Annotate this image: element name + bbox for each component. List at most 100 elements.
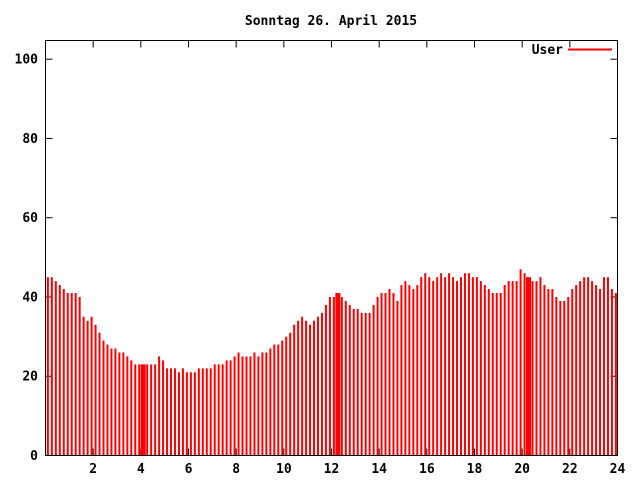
bar [114, 348, 117, 455]
bar [424, 273, 427, 455]
x-tick-label: 10 [276, 462, 292, 477]
bar [289, 332, 292, 455]
bar [526, 277, 532, 455]
bar [559, 300, 562, 455]
bar [205, 368, 208, 455]
bar [515, 281, 518, 455]
y-tick-label: 40 [22, 290, 38, 305]
bar [475, 277, 478, 455]
bar [467, 273, 470, 455]
bar [610, 289, 613, 455]
bar [487, 289, 490, 455]
bar [82, 316, 85, 455]
bar [245, 356, 248, 455]
bar [46, 277, 49, 455]
bar [62, 289, 65, 455]
bar [503, 285, 506, 455]
bar [78, 296, 81, 455]
bar [102, 340, 105, 455]
bar [567, 296, 570, 455]
bar [150, 364, 153, 455]
bar [185, 372, 188, 455]
bar [134, 364, 137, 455]
bar [193, 372, 196, 455]
bar [229, 360, 232, 455]
x-tick-label: 24 [610, 462, 626, 477]
bar [257, 356, 260, 455]
bar [281, 340, 284, 455]
bar [372, 304, 375, 455]
bar [519, 269, 522, 455]
bar [58, 285, 61, 455]
bar [305, 320, 308, 455]
bar [106, 344, 109, 455]
bar [130, 360, 133, 455]
y-tick-label: 60 [22, 211, 38, 226]
bar [483, 285, 486, 455]
bar [344, 300, 347, 455]
y-tick-label: 0 [30, 449, 38, 464]
bar [376, 296, 379, 455]
bar [320, 312, 323, 455]
bar [602, 277, 605, 455]
x-tick-label: 16 [419, 462, 435, 477]
bar [614, 293, 617, 455]
bar [571, 289, 574, 455]
bar [471, 277, 474, 455]
x-tick-label: 6 [185, 462, 193, 477]
bar [463, 273, 466, 455]
bar [138, 364, 141, 455]
bar [543, 285, 546, 455]
bar [173, 368, 176, 455]
bar [507, 281, 510, 455]
bar [301, 316, 304, 455]
bar [269, 348, 272, 455]
bar [412, 289, 415, 455]
bar [118, 352, 121, 455]
bar [444, 277, 447, 455]
bar [392, 293, 395, 455]
bar [237, 352, 240, 455]
bar [551, 289, 554, 455]
bar [189, 372, 192, 455]
bar [456, 281, 459, 455]
bar [511, 281, 514, 455]
bar [217, 364, 220, 455]
bar [531, 281, 534, 455]
bar [233, 356, 236, 455]
bar [140, 364, 146, 455]
bar [364, 312, 367, 455]
bar [201, 368, 204, 455]
bar [523, 273, 526, 455]
bar [328, 296, 331, 455]
bar [110, 348, 113, 455]
bar [126, 356, 129, 455]
bar [285, 336, 288, 455]
bar [452, 277, 455, 455]
bar [583, 277, 586, 455]
bar [563, 300, 566, 455]
bar [162, 360, 165, 455]
bar [420, 277, 423, 455]
bar [448, 273, 451, 455]
bar [324, 304, 327, 455]
bar [154, 364, 157, 455]
bar [98, 332, 101, 455]
x-tick-label: 8 [232, 462, 240, 477]
bar [579, 281, 582, 455]
bar [352, 308, 355, 455]
bar [146, 364, 149, 455]
bar [416, 285, 419, 455]
bar [253, 352, 256, 455]
bar [297, 320, 300, 455]
bar [94, 324, 97, 455]
bar [408, 285, 411, 455]
bar [599, 289, 602, 455]
x-tick-label: 20 [514, 462, 530, 477]
bar [388, 289, 391, 455]
y-tick-label: 80 [22, 132, 38, 147]
bar [265, 352, 268, 455]
bar [225, 360, 228, 455]
